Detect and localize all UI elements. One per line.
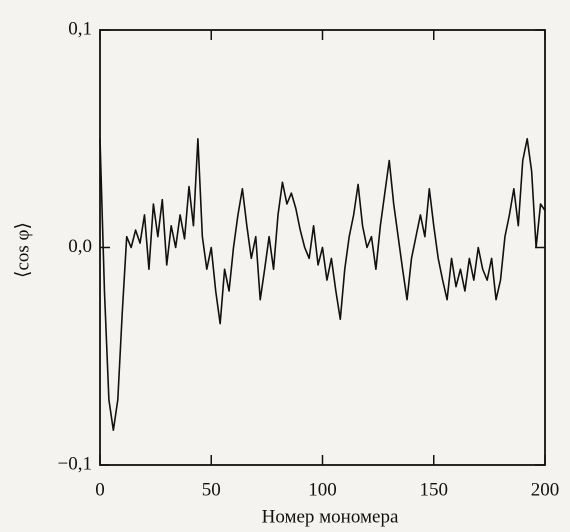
x-tick-label: 200 [531, 479, 560, 500]
y-tick-label: 0,0 [68, 236, 92, 257]
y-tick-label: −0,1 [58, 453, 92, 474]
data-line [99, 137, 546, 431]
x-tick-label: 150 [420, 479, 449, 500]
x-axis-title: Номер мономера [262, 506, 399, 527]
x-tick-label: 0 [95, 479, 105, 500]
y-tick-label: 0,1 [68, 18, 92, 39]
y-axis-title: ⟨cos φ⟩ [12, 222, 33, 278]
x-tick-label: 100 [308, 479, 337, 500]
x-tick-label: 50 [202, 479, 221, 500]
